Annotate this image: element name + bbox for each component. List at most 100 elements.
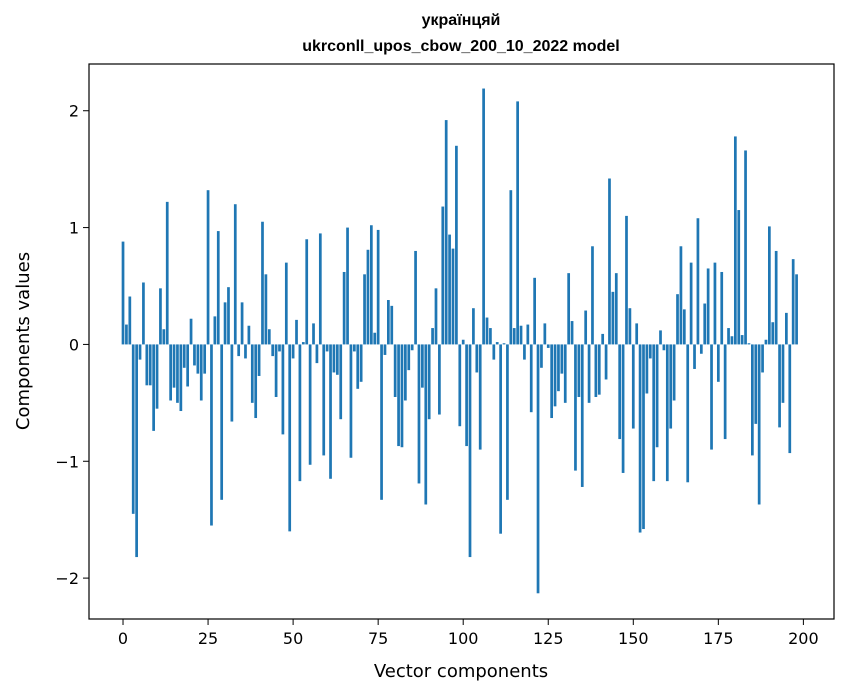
y-tick-label: 2: [69, 102, 79, 121]
bar-151: [635, 323, 639, 345]
bar-133: [574, 344, 577, 471]
x-axis-ticks: 0 25 50 75 100 125 150 175 200: [118, 619, 819, 648]
bar-101: [465, 344, 468, 447]
bar-76: [380, 344, 383, 500]
bar-140: [597, 344, 601, 395]
bar-180: [733, 136, 737, 345]
bar-168: [693, 344, 696, 369]
bar-23: [199, 344, 203, 401]
bar-148: [625, 215, 628, 345]
bar-93: [438, 344, 441, 415]
bar-50: [291, 344, 295, 359]
bar-22: [196, 344, 200, 374]
bar-169: [696, 218, 700, 345]
bar-158: [659, 330, 662, 345]
bar-130: [563, 344, 567, 403]
bar-177: [723, 344, 727, 440]
bar-183: [744, 150, 747, 345]
bar-6: [142, 282, 145, 345]
bar-35: [240, 302, 244, 345]
y-tick-label: −2: [55, 569, 79, 588]
bar-147: [621, 344, 625, 473]
bar-134: [577, 344, 581, 397]
bar-63: [335, 344, 339, 375]
bar-157: [655, 344, 659, 448]
bar-15: [172, 344, 176, 388]
bar-187: [757, 344, 761, 505]
x-tick-label: 25: [198, 629, 218, 648]
bar-20: [189, 318, 193, 345]
x-tick-label: 0: [118, 629, 128, 648]
bar-67: [349, 344, 353, 458]
bar-109: [492, 344, 496, 360]
bar-193: [778, 344, 781, 428]
bar-106: [482, 88, 485, 345]
bar-196: [788, 344, 792, 454]
bar-135: [580, 344, 584, 487]
bar-108: [489, 328, 492, 345]
y-axis-ticks: −2 −1 0 1 2: [55, 102, 89, 588]
bar-45: [274, 344, 278, 397]
bar-189: [764, 339, 768, 345]
bar-91: [431, 328, 434, 345]
bar-56: [312, 323, 315, 345]
bar-53: [301, 342, 305, 345]
bar-159: [662, 344, 666, 351]
bar-128: [557, 344, 560, 392]
bar-77: [383, 344, 387, 355]
bar-154: [645, 344, 649, 394]
bar-113: [506, 344, 509, 500]
bar-105: [478, 344, 482, 450]
bar-88: [421, 344, 424, 388]
bar-28: [216, 231, 220, 345]
bar-89: [424, 344, 428, 505]
bar-58: [318, 233, 322, 345]
bar-181: [737, 210, 741, 345]
bar-145: [614, 273, 618, 345]
bar-14: [169, 344, 172, 401]
bar-32: [230, 344, 234, 422]
chart-title: українцяй: [422, 12, 501, 29]
bar-85: [410, 344, 414, 351]
bar-186: [754, 344, 758, 424]
bar-9: [152, 344, 155, 431]
bar-52: [298, 344, 302, 482]
bar-118: [523, 344, 526, 360]
bar-65: [342, 271, 346, 345]
bar-160: [665, 344, 669, 482]
bar-39: [254, 344, 258, 419]
bar-82: [400, 344, 404, 448]
bar-3: [131, 344, 135, 514]
bar-10: [155, 344, 159, 409]
bar-194: [781, 344, 785, 403]
bar-175: [716, 344, 720, 382]
bar-107: [485, 317, 489, 345]
bar-139: [594, 344, 598, 397]
bar-171: [703, 303, 707, 345]
bar-19: [186, 344, 190, 387]
bar-136: [584, 310, 588, 345]
bar-51: [295, 319, 298, 345]
bar-5: [138, 344, 142, 360]
bar-167: [689, 262, 693, 345]
chart-subtitle: ukrconll_upos_cbow_200_10_2022 model: [302, 38, 619, 55]
bar-104: [475, 344, 479, 373]
bar-188: [761, 344, 764, 373]
bar-90: [427, 344, 431, 420]
bar-182: [740, 335, 744, 345]
bar-172: [706, 268, 710, 345]
bar-114: [509, 190, 513, 345]
bar-21: [193, 344, 196, 366]
bar-195: [785, 312, 788, 345]
bar-99: [458, 344, 462, 427]
bar-83: [404, 344, 407, 401]
bar-119: [526, 324, 530, 345]
y-tick-label: −1: [55, 452, 79, 471]
bar-74: [373, 332, 377, 345]
bar-110: [495, 342, 499, 345]
bar-61: [329, 344, 332, 479]
bar-165: [682, 309, 686, 345]
bar-191: [771, 322, 775, 345]
bar-176: [720, 271, 724, 345]
bar-34: [237, 344, 241, 357]
